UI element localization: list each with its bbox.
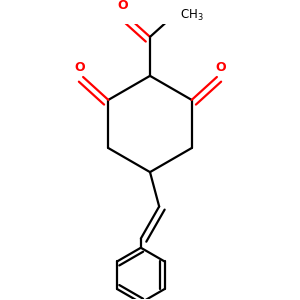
Text: CH$_3$: CH$_3$ (180, 8, 203, 23)
Text: O: O (215, 61, 226, 74)
Text: O: O (117, 0, 128, 12)
Text: O: O (74, 61, 85, 74)
